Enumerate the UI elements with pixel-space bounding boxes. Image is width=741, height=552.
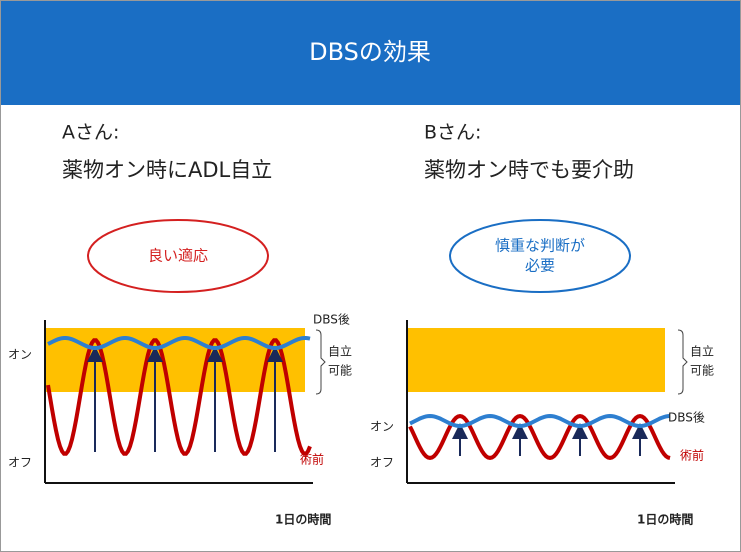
after-label: DBS後 [668,411,705,425]
after-label: DBS後 [313,313,350,327]
assessment-text: 必要 [525,257,555,275]
x-axis-label: 1日の時間 [275,512,331,527]
off-label: オフ [370,456,394,470]
on-label: オン [8,348,32,362]
status: 薬物オン時でも要介助 [424,158,634,182]
before-curve [408,413,671,461]
title: DBSの効果 [309,38,431,66]
zone-bracket [677,329,688,395]
zone-label: 自立 [328,344,352,359]
zone-label: 自立 [690,344,714,359]
zone-bracket [315,329,326,395]
zone-label: 可能 [690,364,714,378]
off-label: オフ [8,456,32,470]
assessment-oval [449,219,631,293]
patient: Aさん: [62,122,119,144]
assessment-text: 慎重な判断が [495,237,585,255]
before-label: 術前 [680,448,704,463]
after-curve [409,413,671,429]
x-axis-label: 1日の時間 [637,512,693,527]
status: 薬物オン時にADL自立 [62,158,272,182]
header-bar [1,1,740,105]
independence-zone [407,328,665,392]
patient: Bさん: [424,122,481,144]
on-label: オン [370,420,394,434]
before-curve [46,338,312,456]
assessment-oval [87,219,269,293]
after-curve [47,336,311,350]
zone-label: 可能 [328,364,352,378]
assessment-text: 良い適応 [148,247,208,265]
before-label: 術前 [300,452,324,467]
